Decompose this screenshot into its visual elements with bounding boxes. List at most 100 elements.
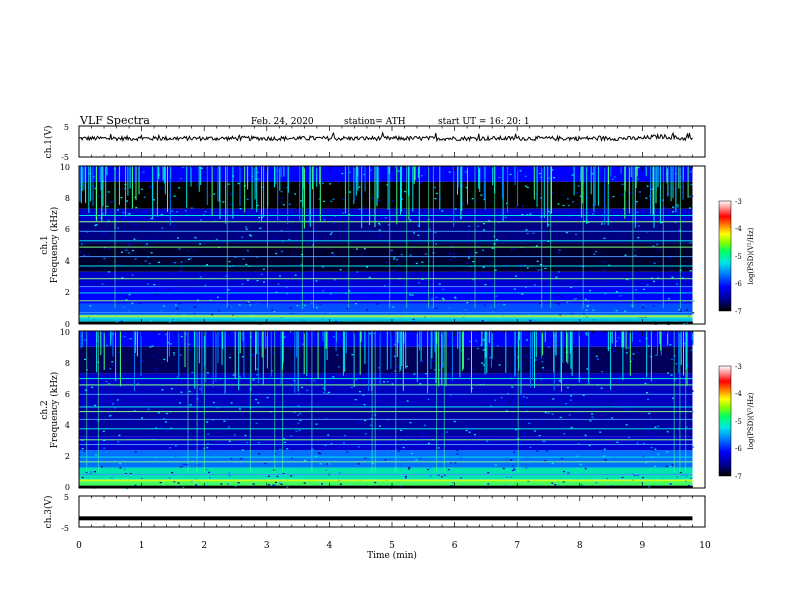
spec-sferic [316,166,318,187]
spec-speckle [295,429,298,431]
spec-sferic-strong [432,166,434,309]
spec-speckle [93,186,96,188]
spec-speckle [135,238,138,240]
spec-speckle [197,374,200,376]
spec-speckle [491,247,494,249]
spec-speckle [376,213,379,215]
spec-speckle [534,320,537,322]
spec-sferic [629,331,631,376]
spec-speckle [615,310,618,312]
spec-speckle [625,352,628,354]
spec-speckle [480,194,483,196]
spec-speckle [234,485,237,487]
spec-speckle [653,228,656,230]
spec-speckle [152,238,154,240]
spec-speckle [344,434,347,437]
spec-sferic [478,166,480,189]
spec-speckle [242,387,245,389]
spec-speckle [310,302,313,304]
spec-speckle [476,379,479,381]
spec-speckle [378,222,381,225]
spec-speckle [445,431,448,433]
spec-speckle [660,429,663,431]
spec-speckle [681,192,683,194]
spec-speckle [449,252,451,254]
spec-speckle [148,218,151,221]
spec-speckle [176,486,178,488]
spec-speckle [506,202,508,204]
spec-speckle [460,477,463,479]
spec-speckle [84,358,86,360]
spec-speckle [589,420,592,422]
spec-speckle [597,448,600,450]
spec-speckle [471,223,474,225]
spec-speckle [317,241,320,243]
spec-speckle [654,448,657,450]
spec-speckle [106,205,109,207]
spec-speckle [232,192,235,194]
spec-sferic [400,331,402,371]
spec-speckle [568,213,571,215]
spec-speckle [286,227,289,229]
spec-speckle [595,357,598,360]
spec-speckle [157,229,160,231]
spec-speckle [547,224,550,226]
spec-speckle [363,391,366,393]
spec-speckle [538,233,541,235]
spec-speckle [170,263,173,265]
spec-speckle [238,391,241,394]
spec-speckle [258,291,261,293]
spec-speckle [404,477,407,479]
spec-speckle [297,476,300,478]
spec-speckle [221,242,224,244]
spec-speckle [161,227,164,229]
spec-sferic [243,331,245,346]
spec-speckle [496,345,499,347]
spec-speckle [328,463,331,465]
spec-speckle [135,206,138,209]
spec-speckle [272,352,275,354]
spec-speckle [603,455,605,457]
spec-sferic [163,166,165,184]
spec-speckle [207,433,210,435]
spec-speckle [148,400,151,402]
spec-speckle [612,350,615,352]
spec-sferic [419,331,420,351]
spec-speckle [111,201,114,203]
ch2-spectrogram-panel: 0 2 4 6 8 10 ch.2 Frequency (kHz) [40,328,706,492]
spec-speckle [482,339,485,341]
spec-speckle [415,459,418,461]
spec-speckle [127,252,130,254]
spec-speckle [256,374,259,376]
spec-speckle [414,271,417,274]
spec-sferic [239,331,241,354]
spec-speckle [526,186,529,189]
spec-speckle [687,365,690,367]
spec-sferic [83,166,85,190]
spec-speckle [267,475,270,477]
spec-speckle [250,235,253,237]
spec-sferic [682,166,684,181]
spec-speckle [180,391,183,393]
spec-speckle [110,201,112,203]
spec-sferic [547,166,549,228]
spec-speckle [147,353,150,356]
spec-speckle [229,380,232,382]
spec-speckle [552,398,555,400]
spec-speckle [139,169,142,171]
spec-speckle [581,308,584,311]
spec-speckle [318,198,321,200]
spec-speckle [140,188,143,190]
ch1-spec-ytick-2: 2 [65,288,70,297]
xtick-9: 9 [640,541,646,551]
spec-sferic-strong [371,331,373,473]
spec-speckle [156,417,159,419]
spec-speckle [539,302,542,304]
spec-speckle [520,404,522,407]
spec-speckle [246,198,249,200]
spec-speckle [329,293,332,295]
spec-speckle [134,196,137,198]
spec-speckle [595,441,598,443]
spec-speckle [98,195,100,198]
spec-sferic [262,331,264,385]
